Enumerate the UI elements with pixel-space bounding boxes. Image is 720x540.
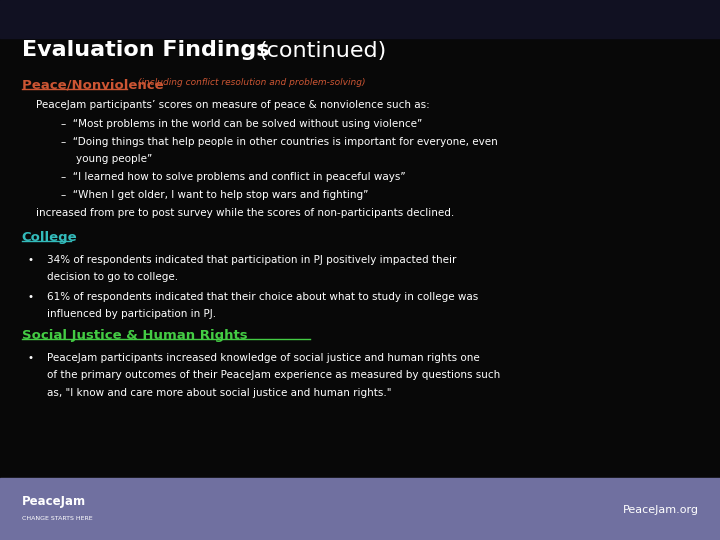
Text: PeaceJam participants increased knowledge of social justice and human rights one: PeaceJam participants increased knowledg… <box>47 353 480 363</box>
Text: •: • <box>27 353 33 363</box>
Text: –  “When I get older, I want to help stop wars and fighting”: – “When I get older, I want to help stop… <box>61 190 369 200</box>
Text: increased from pre to post survey while the scores of non-participants declined.: increased from pre to post survey while … <box>36 208 454 218</box>
Text: PeaceJam: PeaceJam <box>22 495 86 508</box>
Text: 34% of respondents indicated that participation in PJ positively impacted their: 34% of respondents indicated that partic… <box>47 255 456 265</box>
Text: (continued): (continued) <box>258 40 386 60</box>
Bar <box>0 0 720 38</box>
Text: •: • <box>27 255 33 265</box>
Text: PeaceJam.org: PeaceJam.org <box>622 505 698 515</box>
Text: 61% of respondents indicated that their choice about what to study in college wa: 61% of respondents indicated that their … <box>47 292 478 302</box>
Text: (including conflict resolution and problem-solving): (including conflict resolution and probl… <box>138 78 366 87</box>
Text: –  “Doing things that help people in other countries is important for everyone, : – “Doing things that help people in othe… <box>61 137 498 146</box>
Text: as, "I know and care more about social justice and human rights.": as, "I know and care more about social j… <box>47 388 391 397</box>
Text: of the primary outcomes of their PeaceJam experience as measured by questions su: of the primary outcomes of their PeaceJa… <box>47 370 500 380</box>
Text: CHANGE STARTS HERE: CHANGE STARTS HERE <box>22 516 92 521</box>
Bar <box>0 478 720 540</box>
Text: Social Justice & Human Rights: Social Justice & Human Rights <box>22 329 247 342</box>
Text: –  “I learned how to solve problems and conflict in peaceful ways”: – “I learned how to solve problems and c… <box>61 172 406 182</box>
Text: Peace/Nonviolence: Peace/Nonviolence <box>22 78 168 91</box>
Text: College: College <box>22 231 77 244</box>
Text: Evaluation Findings: Evaluation Findings <box>22 40 277 60</box>
Text: –  “Most problems in the world can be solved without using violence”: – “Most problems in the world can be sol… <box>61 118 423 129</box>
Text: •: • <box>27 292 33 302</box>
Text: PeaceJam participants’ scores on measure of peace & nonviolence such as:: PeaceJam participants’ scores on measure… <box>36 100 430 110</box>
Text: influenced by participation in PJ.: influenced by participation in PJ. <box>47 309 216 320</box>
Text: young people”: young people” <box>76 154 152 164</box>
Text: decision to go to college.: decision to go to college. <box>47 272 178 282</box>
